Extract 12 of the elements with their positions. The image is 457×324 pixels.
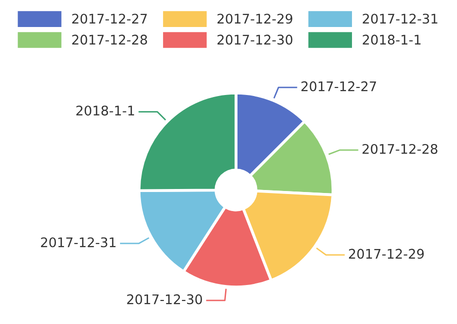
legend-label: 2017-12-27 [72, 14, 147, 24]
legend-label: 2017-12-30 [218, 34, 292, 45]
legend-label: 2017-12-29 [218, 14, 292, 24]
slice-label: 2017-12-30 [127, 294, 202, 304]
slice-label: 2017-12-29 [348, 248, 424, 259]
slice-label: 2017-12-31 [41, 237, 116, 248]
legend-label: 2017-12-28 [72, 34, 148, 45]
slice-label: 2017-12-28 [362, 144, 438, 154]
legend-label: 2017-12-31 [362, 14, 438, 24]
legend-label: 2018-1-1 [362, 34, 421, 45]
slice-label: 2018-1-1 [76, 106, 134, 116]
slice-label: 2017-12-27 [301, 81, 376, 92]
